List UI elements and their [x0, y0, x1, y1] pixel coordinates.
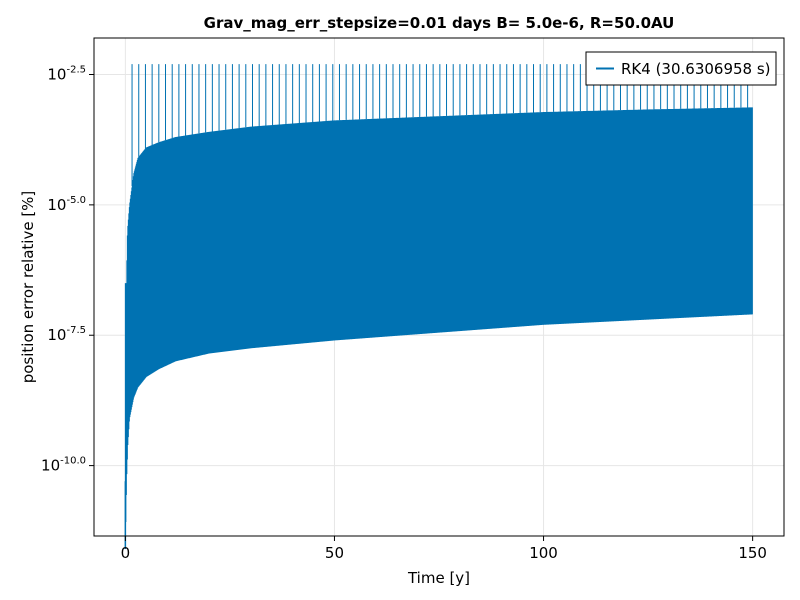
- y-axis-label: position error relative [%]: [19, 191, 37, 384]
- y-tick-exponent: -10.0: [60, 456, 86, 467]
- y-tick-exponent: -2.5: [66, 65, 86, 76]
- series-rk4-band: [124, 107, 753, 550]
- y-tick-label: 10-2.5: [47, 65, 86, 84]
- y-tick-exponent: -5.0: [66, 195, 86, 206]
- y-tick-base: 10: [41, 457, 60, 475]
- chart-title: Grav_mag_err_stepsize=0.01 days B= 5.0e-…: [204, 14, 675, 32]
- x-tick-label: 0: [121, 544, 131, 562]
- y-tick-label: 10-5.0: [47, 195, 86, 214]
- legend: RK4 (30.6306958 s): [585, 51, 777, 86]
- y-tick-exponent: -7.5: [66, 325, 86, 336]
- x-axis-label: Time [y]: [407, 569, 470, 587]
- x-tick-label: 100: [529, 544, 558, 562]
- legend-box: [585, 51, 777, 86]
- series-rk4-spikes: [131, 64, 749, 187]
- y-tick-base: 10: [47, 66, 66, 84]
- legend-entry-rk4: RK4 (30.6306958 s): [621, 60, 771, 78]
- y-tick-label: 10-7.5: [47, 325, 86, 344]
- series-layer: [124, 64, 753, 550]
- x-tick-label: 50: [325, 544, 344, 562]
- y-tick-label: 10-10.0: [41, 456, 86, 475]
- y-tick-base: 10: [47, 196, 66, 214]
- x-axis-ticks: 0 50 100 150: [121, 536, 767, 562]
- x-tick-label: 150: [738, 544, 767, 562]
- plot-frame: [93, 37, 785, 537]
- y-axis-ticks: 10-2.510-5.010-7.510-10.0: [41, 65, 94, 475]
- y-tick-base: 10: [47, 326, 66, 344]
